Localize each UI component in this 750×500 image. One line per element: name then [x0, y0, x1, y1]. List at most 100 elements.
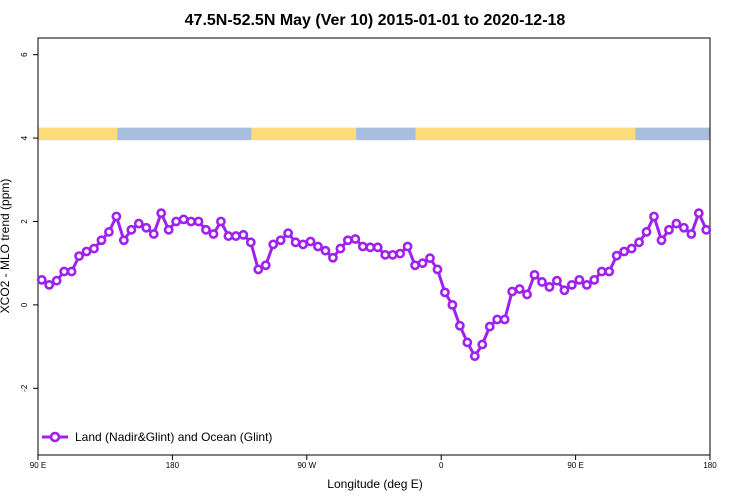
data-point [634, 237, 644, 248]
x-axis: 90 E 180 90 W 0 90 E 180 [30, 455, 717, 470]
data-point [245, 237, 256, 248]
series-layer [36, 208, 712, 362]
data-point [604, 266, 615, 277]
legend-label: Land (Nadir&Glint) and Ocean (Glint) [75, 430, 272, 444]
data-point [477, 339, 488, 350]
data-point [156, 208, 167, 219]
data-point [447, 299, 458, 310]
data-point [552, 275, 562, 286]
data-point [596, 266, 607, 277]
data-point [574, 274, 585, 285]
data-point [141, 222, 152, 233]
data-point [589, 274, 600, 285]
data-point [342, 235, 353, 246]
data-point [163, 224, 174, 235]
data-point [186, 216, 196, 227]
data-point [507, 286, 518, 297]
data-point [425, 253, 435, 264]
data-point [59, 266, 70, 277]
data-point [537, 277, 547, 287]
land-ocean-mask [38, 127, 710, 141]
y-tick-label: 2 [20, 219, 29, 224]
data-point [350, 234, 361, 244]
data-point [701, 224, 712, 235]
data-point [208, 229, 219, 239]
data-point [611, 250, 622, 261]
data-point [148, 229, 159, 239]
data-point [260, 260, 271, 271]
data-point [686, 229, 697, 239]
y-axis: -2 0 2 4 6 [20, 52, 38, 392]
x-tick-label: 90 E [567, 461, 583, 470]
data-point [298, 239, 308, 250]
data-point [372, 242, 383, 253]
data-point [581, 279, 592, 290]
mask-ocean [117, 127, 252, 141]
data-point [216, 216, 226, 227]
data-point [387, 249, 398, 260]
data-point [432, 264, 443, 275]
data-point [566, 279, 577, 290]
data-point [133, 218, 144, 229]
data-point [454, 320, 465, 331]
y-axis-label: XCO2 - MLO trend (ppm) [0, 179, 12, 314]
data-point [230, 231, 241, 241]
data-point [656, 235, 667, 246]
data-point [171, 216, 182, 227]
data-point [544, 282, 555, 292]
data-point [328, 252, 338, 263]
data-point [492, 314, 503, 325]
y-tick-label: 4 [20, 135, 29, 140]
data-point [417, 258, 428, 269]
data-point [268, 239, 279, 250]
data-point [514, 284, 525, 294]
data-point [626, 243, 637, 254]
data-point [671, 218, 682, 229]
data-point [104, 227, 114, 237]
x-tick-label: 90 E [30, 461, 46, 470]
mask-land [415, 127, 636, 141]
x-axis-label: Longitude (deg E) [327, 477, 422, 491]
plot-frame [37, 37, 711, 456]
data-point [395, 248, 406, 259]
data-point [499, 314, 510, 325]
data-point [178, 214, 189, 225]
y-tick-label: -2 [20, 384, 29, 392]
legend-marker-swatch [49, 431, 61, 443]
data-point [649, 211, 659, 222]
data-point [89, 243, 99, 254]
x-tick-label: 180 [166, 461, 180, 470]
data-point [66, 266, 77, 277]
data-point [81, 246, 92, 257]
data-point [320, 245, 331, 256]
legend: Land (Nadir&Glint) and Ocean (Glint) [42, 430, 272, 444]
data-point [357, 241, 368, 252]
data-point [126, 224, 137, 235]
data-point [283, 228, 294, 239]
data-point [365, 242, 376, 253]
data-point [402, 241, 413, 252]
mask-ocean [635, 127, 710, 141]
chart-title: 47.5N-52.5N May (Ver 10) 2015-01-01 to 2… [185, 12, 566, 29]
x-tick-label: 180 [703, 461, 717, 470]
data-point [380, 249, 391, 260]
y-tick-label: 6 [20, 52, 29, 57]
data-point [462, 337, 473, 348]
mask-land [251, 127, 357, 141]
data-point [305, 236, 316, 247]
data-point [238, 229, 249, 240]
data-point [335, 243, 346, 254]
data-point [96, 235, 107, 246]
data-point [529, 269, 540, 280]
data-point [111, 211, 122, 222]
data-point [74, 251, 84, 261]
y-tick-label: 0 [20, 302, 29, 307]
data-point [619, 246, 630, 257]
mask-land [38, 127, 118, 141]
data-point [559, 285, 570, 296]
mask-ocean [356, 127, 416, 141]
data-point [410, 260, 420, 271]
data-point [44, 279, 55, 290]
data-point [693, 208, 704, 219]
